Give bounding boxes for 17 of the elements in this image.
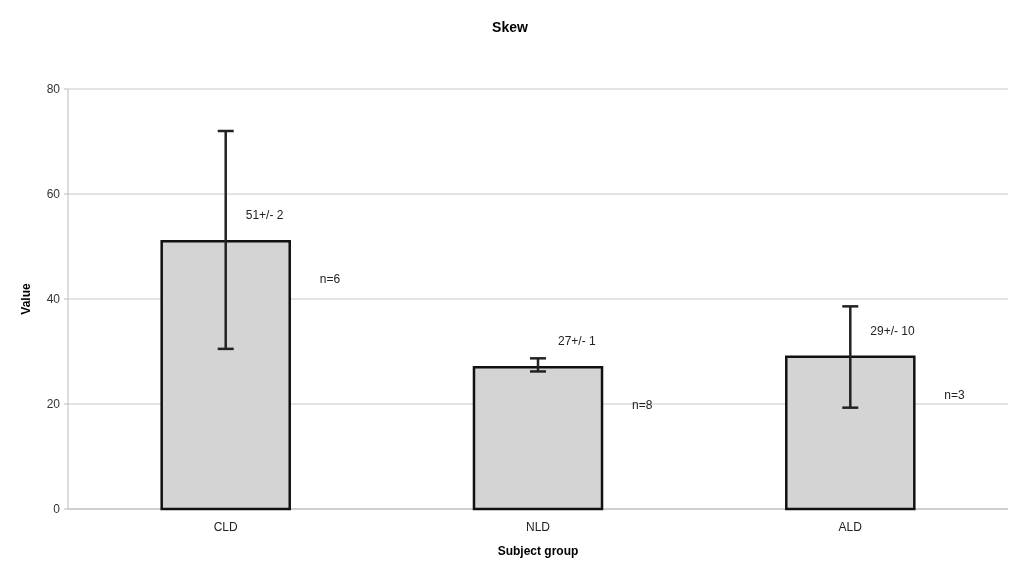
data-label: 29+/- 10 xyxy=(870,323,915,338)
y-tick-label: 80 xyxy=(46,82,61,97)
annotation: n=6 xyxy=(319,272,341,287)
y-tick-label: 40 xyxy=(46,292,61,307)
x-tick-label: NLD xyxy=(525,520,551,534)
y-axis-title: Value xyxy=(19,283,33,315)
x-tick-label: ALD xyxy=(838,520,863,534)
y-tick-label: 20 xyxy=(46,397,61,412)
y-tick-label: 0 xyxy=(53,502,61,517)
chart-title: Skew xyxy=(492,19,528,35)
annotation: n=3 xyxy=(944,387,965,402)
x-tick-label: CLD xyxy=(213,520,239,534)
data-label: 27+/- 1 xyxy=(558,334,597,349)
y-tick-label: 60 xyxy=(46,187,61,202)
data-label: 51+/- 2 xyxy=(245,208,284,223)
annotation: n=8 xyxy=(632,398,653,413)
x-axis-title: Subject group xyxy=(497,544,579,558)
